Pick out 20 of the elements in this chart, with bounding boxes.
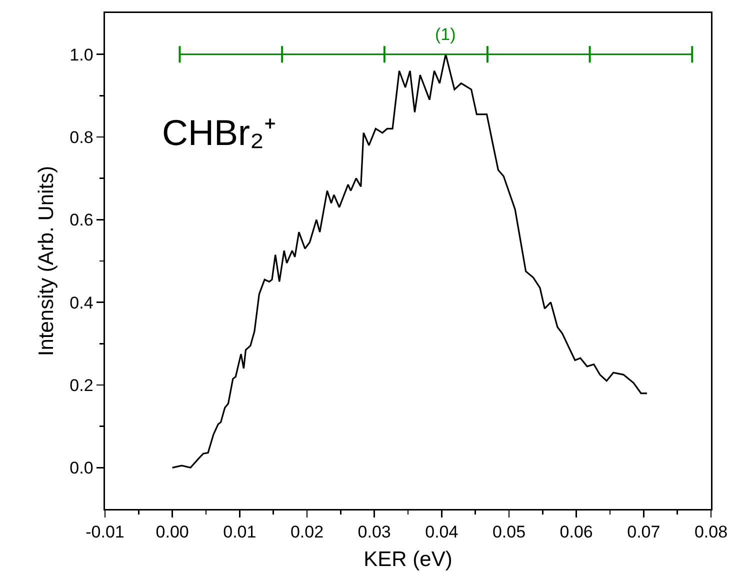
x-tick-label: 0.07 <box>627 522 660 542</box>
x-axis-title: KER (eV) <box>364 548 452 571</box>
annotation: CHBr₂⁺ <box>162 112 276 153</box>
y-axis-title: Intensity (Arb. Units) <box>34 166 58 356</box>
y-tick-label: 1.0 <box>70 45 94 64</box>
y-tick-label: 0.2 <box>70 376 94 395</box>
y-tick-label: 0.8 <box>70 128 94 147</box>
x-tick-label: 0.01 <box>223 522 256 542</box>
x-tick-label: 0.00 <box>156 522 189 542</box>
x-tick-label: 0.04 <box>425 522 458 542</box>
y-tick-label: 0.0 <box>70 458 94 478</box>
x-tick-label: 0.05 <box>492 522 526 542</box>
x-tick-label: 0.06 <box>560 522 593 542</box>
x-tick-label: 0.08 <box>694 522 728 542</box>
y-tick-label: 0.6 <box>70 210 94 230</box>
x-tick-label: -0.01 <box>86 522 124 542</box>
x-tick-label: 0.02 <box>290 522 324 542</box>
annotation: (1) <box>435 25 456 44</box>
y-tick-label: 0.4 <box>70 293 94 312</box>
x-tick-label: 0.03 <box>358 522 391 542</box>
